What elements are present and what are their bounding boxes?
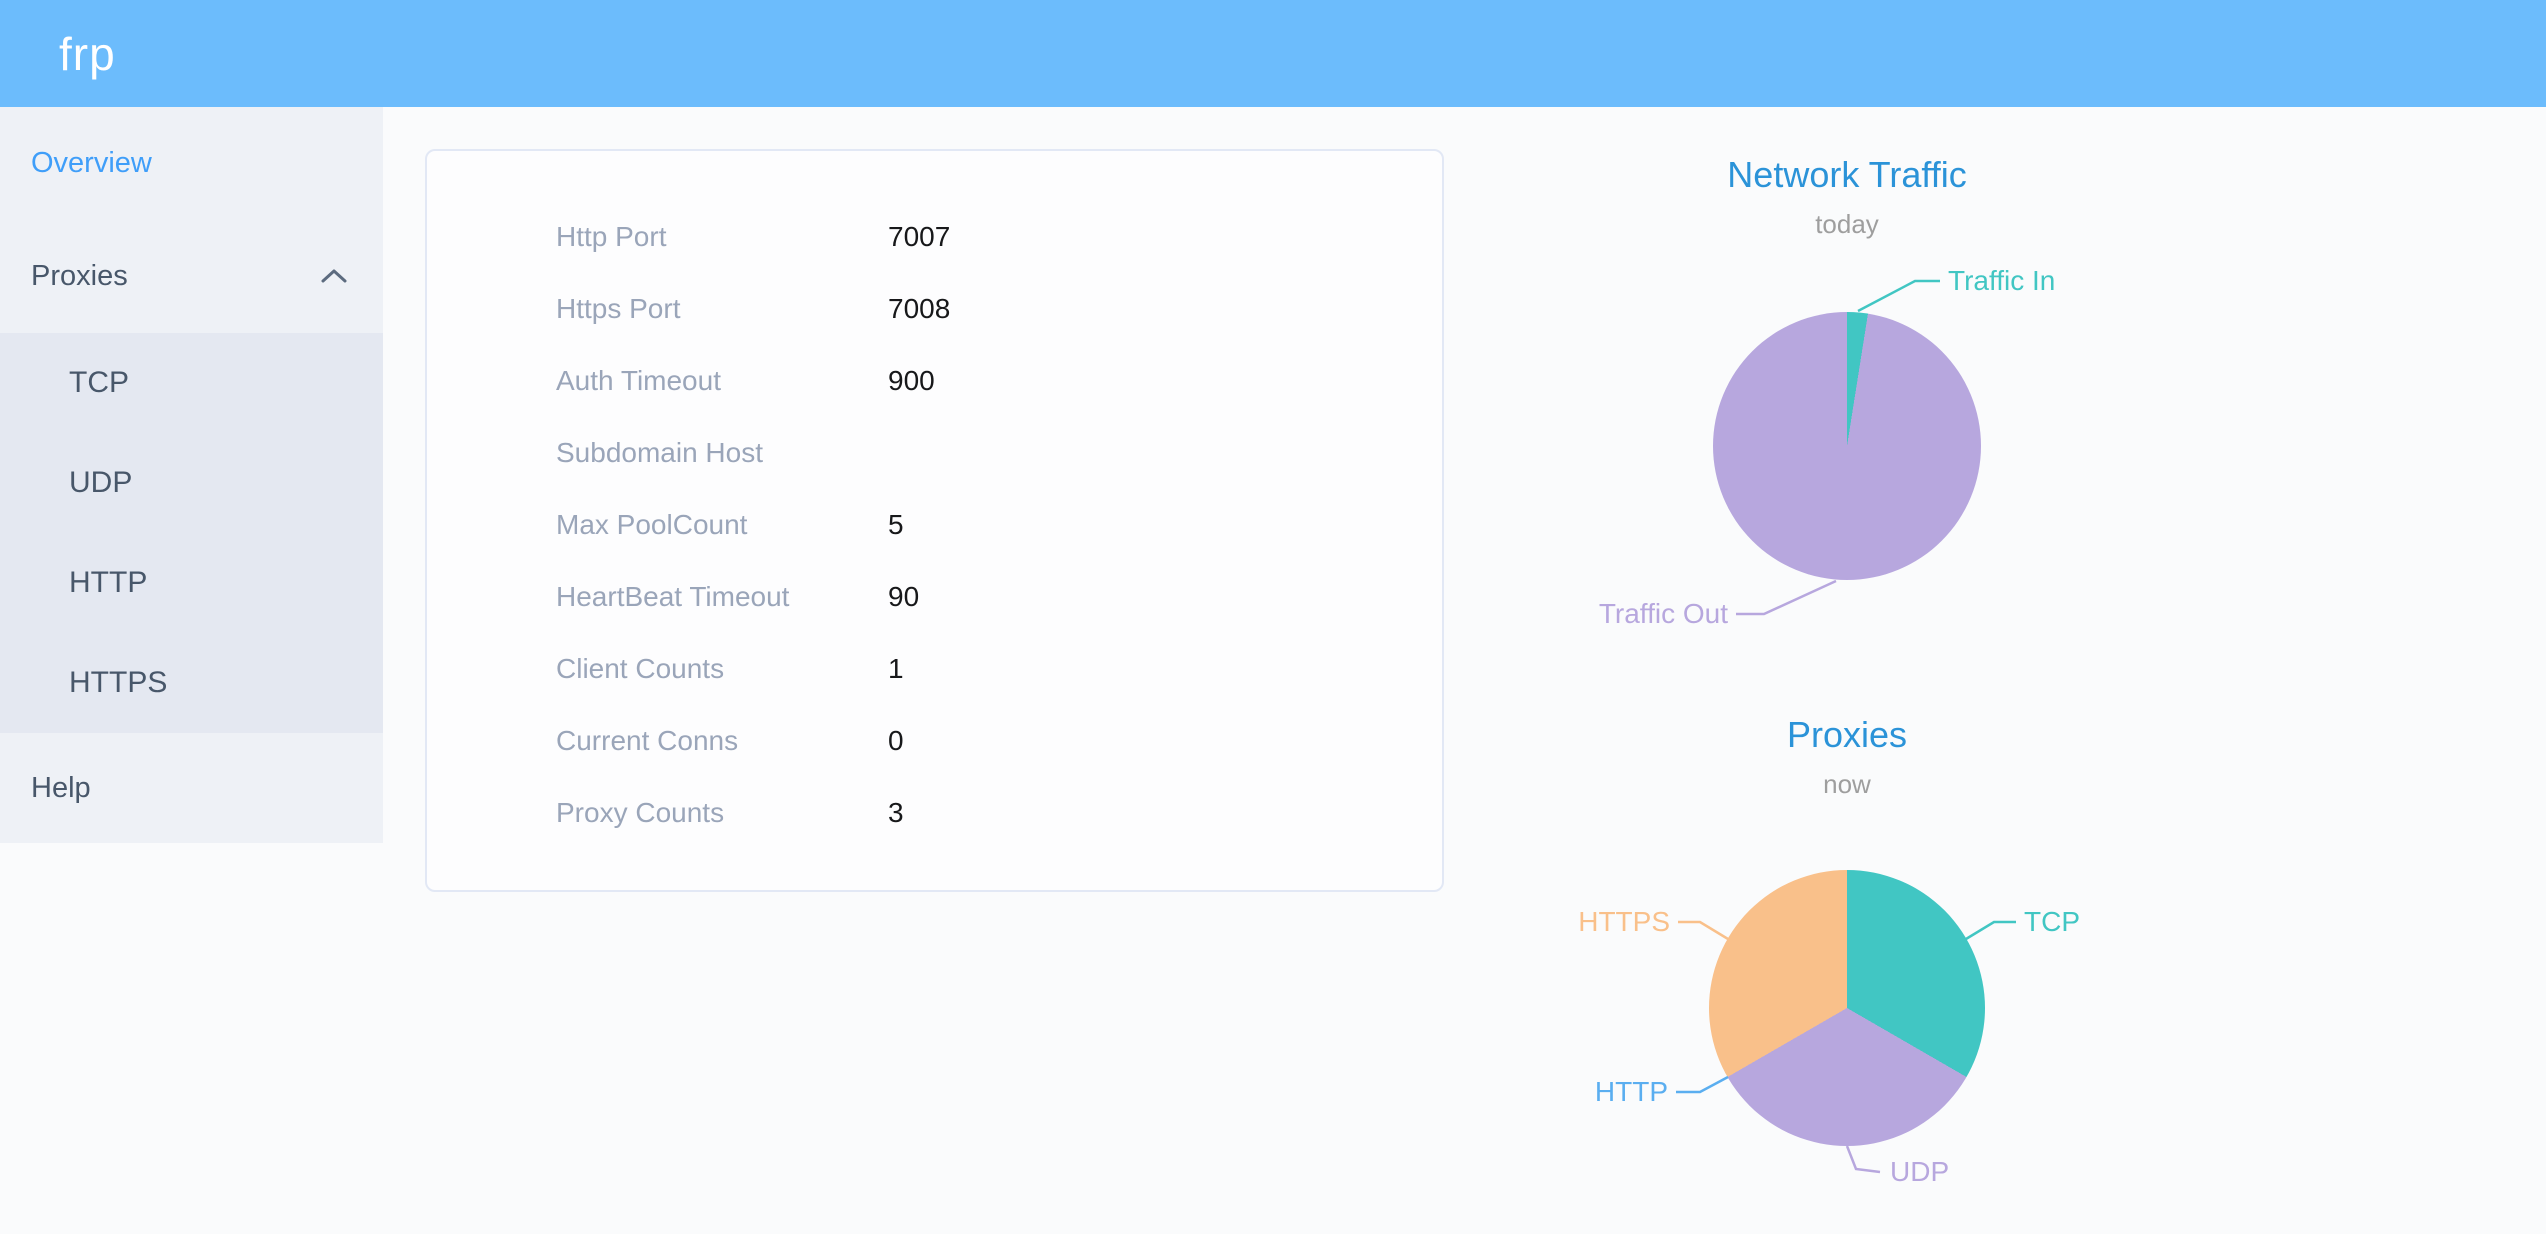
sidebar-item-label: Help [31, 771, 91, 804]
network-traffic-pie[interactable] [1713, 312, 1981, 580]
info-label: HeartBeat Timeout [556, 581, 790, 612]
udp-leader [1845, 1145, 1881, 1174]
info-label: Client Counts [556, 653, 725, 684]
http-leader [1676, 1075, 1729, 1094]
app-logo: frp [59, 27, 116, 80]
sidebar-item-label: Proxies [31, 259, 128, 292]
info-value: 0 [888, 725, 904, 756]
info-value: 5 [888, 509, 904, 540]
pie-label-traffic-in: Traffic In [1948, 265, 2056, 296]
chart-subtitle-network-traffic: today [1815, 209, 1879, 239]
sidebar-item-label: HTTPS [69, 666, 168, 699]
sidebar-item-overview[interactable]: Overview [0, 107, 383, 219]
proxies-submenu: TCP UDP HTTP HTTPS [0, 333, 383, 733]
pie-label-http: HTTP [1594, 1076, 1668, 1107]
tcp-leader [1965, 920, 2016, 941]
info-value: 1 [888, 653, 904, 684]
pie-label-traffic-out: Traffic Out [1598, 598, 1728, 629]
app-header: frp [0, 0, 2546, 107]
info-row: Current Conns 0 [427, 705, 1442, 777]
info-value: 3 [888, 797, 904, 828]
sidebar-item-label: TCP [69, 366, 129, 399]
info-label: Https Port [556, 293, 681, 324]
info-label: Proxy Counts [556, 797, 725, 828]
info-value: 90 [888, 581, 920, 612]
info-row: Auth Timeout 900 [427, 345, 1442, 417]
sidebar-item-help[interactable]: Help [0, 733, 383, 843]
info-label: Subdomain Host [556, 437, 764, 468]
sidebar-item-label: HTTP [69, 566, 148, 599]
sidebar-item-label: UDP [69, 466, 133, 499]
info-row: Subdomain Host [427, 417, 1442, 489]
traffic-out-leader [1736, 579, 1837, 616]
sidebar: Overview Proxies TCP UDP HTTP HTTPS Help [0, 107, 383, 843]
info-row: Client Counts 1 [427, 633, 1442, 705]
info-value: 7008 [888, 293, 951, 324]
proxies-pie[interactable] [1709, 870, 1985, 1146]
sidebar-item-udp[interactable]: UDP [0, 433, 383, 533]
chart-title-network-traffic: Network Traffic [1727, 154, 1967, 195]
info-label: Auth Timeout [556, 365, 721, 396]
info-row: Max PoolCount 5 [427, 489, 1442, 561]
pie-label-tcp: TCP [2024, 906, 2080, 937]
sidebar-item-proxies[interactable]: Proxies [0, 219, 383, 333]
info-label: Http Port [556, 221, 667, 252]
sidebar-item-https[interactable]: HTTPS [0, 633, 383, 733]
pie-label-udp: UDP [1890, 1156, 1950, 1187]
traffic-in-leader [1857, 279, 1940, 313]
https-leader [1678, 920, 1729, 941]
info-row: Https Port 7008 [427, 273, 1442, 345]
info-row: HeartBeat Timeout 90 [427, 561, 1442, 633]
sidebar-item-http[interactable]: HTTP [0, 533, 383, 633]
info-label: Max PoolCount [556, 509, 748, 540]
pie-label-https: HTTPS [1578, 906, 1670, 937]
chevron-up-icon [321, 269, 347, 283]
info-value: 7007 [888, 221, 951, 252]
chart-subtitle-proxies: now [1823, 769, 1871, 799]
info-label: Current Conns [556, 725, 739, 756]
sidebar-item-tcp[interactable]: TCP [0, 333, 383, 433]
server-info-card: Http Port 7007 Https Port 7008 Auth Time… [425, 149, 1444, 892]
sidebar-item-label: Overview [31, 146, 152, 179]
info-row: Proxy Counts 3 [427, 777, 1442, 849]
info-row: Http Port 7007 [427, 201, 1442, 273]
chart-title-proxies: Proxies [1786, 714, 1908, 755]
info-value: 900 [888, 365, 935, 396]
